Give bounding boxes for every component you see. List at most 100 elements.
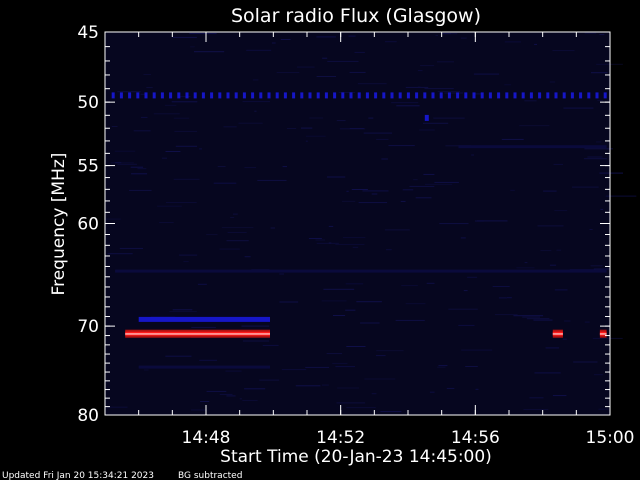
noise-speck	[270, 227, 275, 229]
noise-speck	[405, 86, 429, 88]
persistent-line-dot	[152, 92, 156, 99]
noise-speck	[556, 249, 562, 251]
noise-speck	[475, 388, 479, 390]
noise-speck	[590, 265, 603, 267]
noise-speck	[434, 181, 459, 183]
noise-speck	[384, 229, 410, 231]
noise-speck	[111, 126, 118, 127]
y-tick-label: 70	[77, 317, 99, 337]
persistent-line-dot	[390, 92, 394, 99]
persistent-line-dot	[365, 92, 369, 99]
mid-band	[424, 114, 429, 121]
persistent-line-dot	[488, 92, 492, 99]
noise-speck	[564, 320, 571, 322]
noise-speck	[437, 366, 446, 368]
noise-speck	[336, 120, 346, 122]
persistent-line-dot	[218, 92, 222, 99]
noise-speck	[376, 355, 386, 357]
noise-speck	[338, 92, 356, 93]
noise-speck	[346, 190, 349, 192]
persistent-line-dot	[201, 92, 205, 99]
noise-speck	[199, 359, 217, 361]
persistent-line-dot	[464, 92, 468, 99]
noise-speck	[333, 315, 346, 316]
noise-speck	[463, 290, 468, 292]
noise-speck	[206, 390, 227, 392]
noise-speck	[244, 388, 266, 390]
persistent-line-dot	[169, 92, 173, 99]
persistent-line-dot	[316, 92, 320, 99]
noise-speck	[429, 391, 435, 393]
noise-speck	[165, 151, 181, 152]
noise-speck	[297, 66, 315, 68]
persistent-line-dot	[521, 92, 525, 99]
tick-marks	[104, 31, 611, 416]
noise-speck	[440, 33, 458, 35]
persistent-line-dot	[259, 92, 263, 99]
persistent-line-dot	[242, 92, 246, 99]
noise-speck	[562, 338, 567, 340]
noise-speck	[513, 315, 544, 317]
noise-speck	[501, 138, 524, 140]
noise-speck	[460, 37, 467, 39]
persistent-line-dot	[406, 92, 410, 99]
noise-speck	[191, 326, 216, 328]
noise-speck	[308, 238, 322, 239]
noise-speck	[573, 361, 598, 363]
persistent-line-dot	[267, 92, 271, 99]
persistent-line-dot	[538, 92, 542, 99]
noise-speck	[328, 225, 334, 227]
persistent-line-dot	[185, 92, 189, 99]
noise-speck	[543, 190, 557, 192]
noise-speck	[423, 122, 449, 124]
noise-speck	[321, 384, 329, 386]
noise-speck	[385, 41, 397, 43]
noise-speck	[420, 65, 435, 67]
persistent-line-dot	[480, 92, 484, 99]
noise-speck	[534, 43, 537, 45]
noise-speck	[173, 117, 190, 119]
noise-speck	[593, 268, 611, 270]
persistent-line-dot	[160, 92, 164, 99]
noise-speck	[446, 387, 455, 389]
noise-speck	[348, 35, 356, 37]
noise-speck	[306, 135, 326, 137]
noise-speck	[242, 101, 270, 103]
noise-speck	[354, 51, 365, 53]
noise-speck	[133, 130, 151, 132]
noise-speck	[337, 387, 359, 389]
noise-speck	[460, 237, 466, 239]
noise-speck	[144, 369, 149, 371]
noise-speck	[161, 157, 167, 159]
noise-speck	[346, 407, 376, 409]
noise-speck	[191, 409, 207, 411]
noise-speck	[315, 239, 325, 241]
noise-speck	[219, 393, 233, 395]
noise-speck	[316, 76, 336, 77]
noise-speck	[252, 79, 259, 81]
persistent-line-dot	[562, 92, 566, 99]
noise-speck	[376, 350, 404, 352]
noise-speck	[328, 242, 332, 244]
noise-speck	[305, 366, 330, 368]
noise-speck	[584, 148, 613, 150]
noise-speck	[200, 401, 210, 402]
persistent-line-dot	[415, 92, 419, 99]
noise-speck	[174, 130, 198, 132]
noise-speck	[371, 393, 377, 395]
noise-speck	[593, 374, 603, 376]
noise-speck	[239, 398, 242, 400]
noise-speck	[437, 61, 454, 63]
noise-speck	[206, 234, 218, 236]
noise-speck	[510, 189, 515, 191]
noise-speck	[262, 344, 279, 346]
noise-speck	[516, 267, 535, 269]
noise-speck	[226, 240, 249, 242]
noise-speck	[335, 243, 365, 245]
burst-peak	[125, 333, 270, 335]
noise-speck	[419, 129, 435, 131]
persistent-line-dot	[398, 92, 402, 99]
noise-speck	[166, 202, 197, 204]
noise-speck	[238, 122, 263, 124]
persistent-line-dot	[587, 92, 591, 99]
